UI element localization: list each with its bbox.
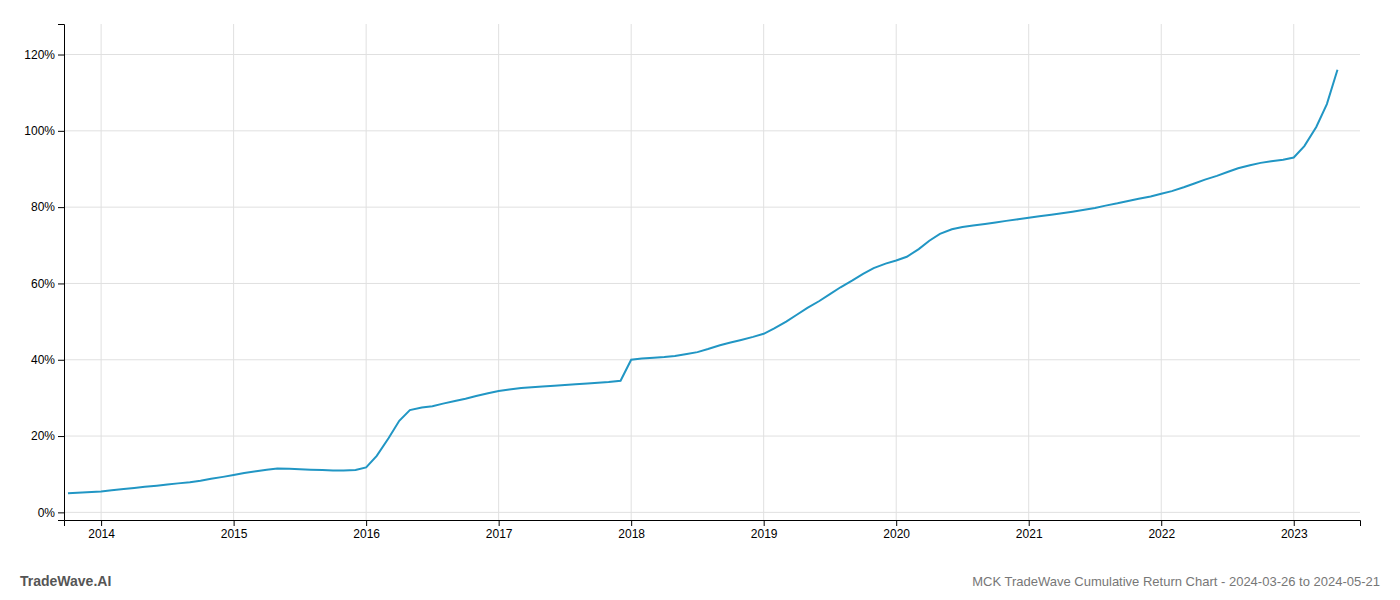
grid-line-y: [64, 54, 1360, 55]
grid-line-y: [64, 283, 1360, 284]
x-tick: 2019: [751, 520, 778, 541]
x-tick-mark: [366, 520, 367, 526]
x-tick: 2021: [1016, 520, 1043, 541]
y-tick-mark: [58, 360, 64, 361]
y-axis: 0% 20% 40% 60% 80% 100% 120%: [24, 25, 64, 521]
x-tick: 2023: [1281, 520, 1308, 541]
data-layer: [68, 70, 1337, 494]
y-tick: 80%: [31, 200, 64, 214]
x-tick-mark: [234, 520, 235, 526]
x-tick: 2018: [618, 520, 645, 541]
y-tick-label: 40%: [31, 353, 55, 367]
y-tick-mark: [58, 55, 64, 56]
y-tick-label: 60%: [31, 277, 55, 291]
x-tick-mark: [1161, 520, 1162, 526]
x-axis: 2014 2015 2016 2017 2018 2019 2020 2021 2022 2023: [65, 520, 1361, 541]
x-tick-mark: [896, 520, 897, 526]
chart: 2014 2015 2016 2017 2018 2019 2020 2021 2022 2023…: [0, 0, 1400, 600]
x-tick: 2016: [353, 520, 380, 541]
y-tick: 100%: [24, 124, 64, 138]
y-tick-label: 100%: [24, 124, 55, 138]
x-tick-label: 2017: [486, 527, 513, 541]
grid-line-x: [1161, 24, 1162, 520]
grid-line-x: [1028, 24, 1029, 520]
y-tick-mark: [58, 283, 64, 284]
y-tick: 60%: [31, 277, 64, 291]
plot-area: 2014 2015 2016 2017 2018 2019 2020 2021 2022 2023…: [24, 24, 1360, 541]
x-tick-mark: [1294, 520, 1295, 526]
x-tick-label: 2015: [221, 527, 248, 541]
y-tick-mark: [58, 131, 64, 132]
y-tick-mark: [58, 436, 64, 437]
grid-line-y: [64, 436, 1360, 437]
x-tick: 2015: [221, 520, 248, 541]
x-tick-mark: [499, 520, 500, 526]
x-tick: 2020: [883, 520, 910, 541]
grid-line-y: [64, 130, 1360, 131]
grid: [64, 24, 1360, 520]
x-tick-label: 2021: [1016, 527, 1043, 541]
y-tick-label: 0%: [38, 506, 56, 520]
x-tick-label: 2014: [88, 527, 115, 541]
x-tick-label: 2019: [751, 527, 778, 541]
y-tick-label: 120%: [24, 48, 55, 62]
grid-line-x: [498, 24, 499, 520]
y-tick-label: 80%: [31, 200, 55, 214]
grid-line-x: [366, 24, 367, 520]
grid-line-x: [101, 24, 102, 520]
x-tick-label: 2020: [883, 527, 910, 541]
y-tick-mark: [58, 207, 64, 208]
x-tick: 2014: [88, 520, 115, 541]
grid-line-x: [896, 24, 897, 520]
grid-line-y: [64, 359, 1360, 360]
x-tick-label: 2016: [353, 527, 380, 541]
x-axis-line: [65, 521, 1361, 527]
y-axis-line: [58, 25, 65, 521]
x-tick-mark: [631, 520, 632, 526]
y-tick: 20%: [31, 429, 64, 443]
grid-line-y: [64, 207, 1360, 208]
x-tick-mark: [1029, 520, 1030, 526]
grid-line-x: [631, 24, 632, 520]
grid-line-x: [1293, 24, 1294, 520]
y-tick: 40%: [31, 353, 64, 367]
x-tick-label: 2018: [618, 527, 645, 541]
watermark: TradeWave.AI: [20, 573, 111, 589]
grid-line-y: [64, 512, 1360, 513]
x-tick-label: 2022: [1148, 527, 1175, 541]
grid-line-x: [763, 24, 764, 520]
y-tick: 0%: [38, 506, 64, 520]
data-line: [68, 70, 1337, 494]
x-tick-label: 2023: [1281, 527, 1308, 541]
grid-line-x: [233, 24, 234, 520]
x-tick: 2017: [486, 520, 513, 541]
x-tick-mark: [764, 520, 765, 526]
y-tick-mark: [58, 512, 64, 513]
x-tick: 2022: [1148, 520, 1175, 541]
y-tick: 120%: [24, 48, 64, 62]
x-tick-mark: [101, 520, 102, 526]
title: MCK TradeWave Cumulative Return Chart - …: [972, 574, 1380, 589]
y-tick-label: 20%: [31, 429, 55, 443]
